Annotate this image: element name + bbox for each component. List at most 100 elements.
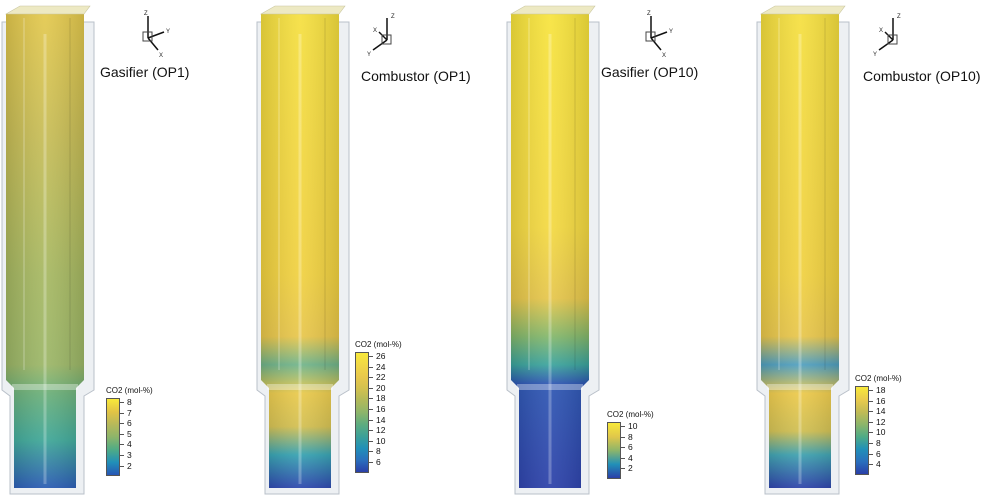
colorbar-gradient: [855, 386, 869, 475]
colorbar-tick-label: 24: [376, 361, 386, 372]
axis-triad-icon: Z Y X: [645, 11, 673, 59]
svg-text:Z: Z: [897, 14, 901, 20]
colorbar-tick: [369, 430, 373, 432]
svg-text:Y: Y: [873, 52, 877, 58]
colorbar-gradient: [106, 398, 120, 476]
colorbar-legend: CO2 (mol-%) 18 16 14 12 10 8 6 4: [855, 374, 902, 475]
colorbar-tick: [369, 451, 373, 453]
colorbar-tick: [369, 377, 373, 379]
colorbar-tick: [369, 387, 373, 389]
colorbar-tick-label: 5: [127, 428, 132, 439]
svg-text:X: X: [373, 28, 377, 34]
colorbar-tick-label: 4: [628, 452, 633, 463]
colorbar-gradient: [607, 422, 621, 479]
colorbar-tick: [869, 400, 873, 402]
svg-text:X: X: [879, 28, 883, 34]
panel-gasifier-op10: Z Y X Gasifier (OP10) CO2 (mol-%) 10 8 6 4 2: [505, 0, 755, 502]
colorbar-tick-label: 18: [376, 393, 386, 404]
panel-combustor-op1: Z Y X Combustor (OP1) CO2 (mol-%) 26 24 22 2…: [255, 0, 505, 502]
colorbar-tick-label: 6: [127, 418, 132, 429]
colorbar-tick-label: 8: [376, 446, 381, 457]
panel-title: Gasifier (OP10): [601, 64, 699, 80]
reactor-render: [256, 5, 350, 495]
colorbar-tick: [869, 464, 873, 466]
colorbar-tick-label: 12: [376, 425, 386, 436]
colorbar-tick: [369, 419, 373, 421]
colorbar-tick-label: 16: [376, 404, 386, 414]
svg-text:X: X: [662, 53, 666, 59]
colorbar-tick-label: 8: [127, 397, 132, 407]
colorbar-legend: CO2 (mol-%) 8 7 6 5 4 3 2: [106, 386, 153, 476]
panel-title: Combustor (OP1): [361, 68, 471, 84]
svg-text:X: X: [159, 53, 163, 59]
colorbar-tick: [120, 423, 124, 425]
colorbar-tick-label: 10: [628, 421, 638, 431]
colorbar-tick: [869, 443, 873, 444]
svg-text:Z: Z: [391, 14, 395, 20]
colorbar-tick-label: 26: [376, 351, 386, 361]
axis-triad-icon: Z Y X: [873, 14, 901, 58]
axis-triad-icon: Z Y X: [142, 11, 170, 59]
panel-title: Combustor (OP10): [863, 68, 981, 84]
svg-text:Z: Z: [144, 11, 148, 17]
colorbar-tick-label: 6: [876, 448, 881, 459]
colorbar-tick: [369, 356, 373, 357]
colorbar-tick-label: 6: [628, 442, 633, 453]
colorbar-tick-label: 6: [376, 457, 381, 467]
colorbar-tick: [120, 444, 124, 446]
colorbar-tick: [369, 462, 373, 463]
colorbar-tick: [621, 457, 625, 459]
panel-title: Gasifier (OP1): [100, 64, 190, 80]
reactor-render: [756, 5, 850, 495]
colorbar-tick-label: 18: [876, 385, 886, 395]
svg-text:Z: Z: [647, 11, 651, 17]
colorbar-tick-label: 2: [127, 460, 132, 471]
colorbar-tick: [621, 447, 625, 449]
colorbar-tick: [120, 455, 124, 456]
colorbar-tick: [120, 465, 124, 467]
colorbar-tick: [369, 366, 373, 368]
colorbar-tick: [869, 390, 873, 391]
colorbar-tick-label: 16: [876, 395, 886, 406]
colorbar-tick: [869, 411, 873, 413]
colorbar-tick-label: 14: [376, 414, 386, 425]
legend-title: CO2 (mol-%): [106, 386, 153, 395]
svg-text:Y: Y: [669, 29, 673, 35]
colorbar-tick-label: 8: [876, 438, 881, 448]
colorbar-tick: [369, 409, 373, 410]
reactor-render: [1, 5, 95, 495]
colorbar-tick-label: 12: [876, 416, 886, 427]
colorbar-tick: [120, 412, 124, 414]
legend-title: CO2 (mol-%): [607, 410, 654, 419]
svg-text:Y: Y: [166, 29, 170, 35]
colorbar-tick: [621, 426, 625, 427]
colorbar-tick-label: 4: [127, 439, 132, 450]
colorbar-tick: [369, 398, 373, 400]
reactor-render: [506, 5, 600, 495]
colorbar-tick: [369, 440, 373, 442]
axis-triad-icon: Z Y X: [367, 14, 395, 58]
colorbar-tick-label: 10: [376, 435, 386, 446]
panel-combustor-op10: Z Y X Combustor (OP10) CO2 (mol-%) 18 16 14…: [755, 0, 1003, 502]
colorbar-tick-label: 4: [876, 459, 881, 470]
colorbar-tick: [621, 436, 625, 438]
legend-title: CO2 (mol-%): [855, 374, 902, 383]
colorbar-tick-label: 3: [127, 450, 132, 460]
colorbar-tick: [869, 432, 873, 434]
colorbar-gradient: [355, 352, 369, 473]
colorbar-tick: [120, 402, 124, 403]
panel-gasifier-op1: Z Y X Gasifier (OP1) CO2 (mol-%) 8 7 6 5 4 3 2: [0, 0, 250, 502]
colorbar-tick-label: 10: [876, 427, 886, 438]
colorbar-legend: CO2 (mol-%) 10 8 6 4 2: [607, 410, 654, 479]
colorbar-legend: CO2 (mol-%) 26 24 22 20 18 16 14 12 10 8 6: [355, 340, 402, 473]
colorbar-tick-label: 2: [628, 463, 633, 474]
colorbar-tick: [120, 433, 124, 435]
colorbar-tick-label: 22: [376, 372, 386, 383]
colorbar-tick: [869, 421, 873, 423]
colorbar-tick-label: 20: [376, 382, 386, 393]
svg-text:Y: Y: [367, 52, 371, 58]
colorbar-tick-label: 8: [628, 431, 633, 442]
colorbar-tick: [621, 468, 625, 470]
colorbar-tick-label: 7: [127, 407, 132, 418]
colorbar-tick: [869, 453, 873, 455]
